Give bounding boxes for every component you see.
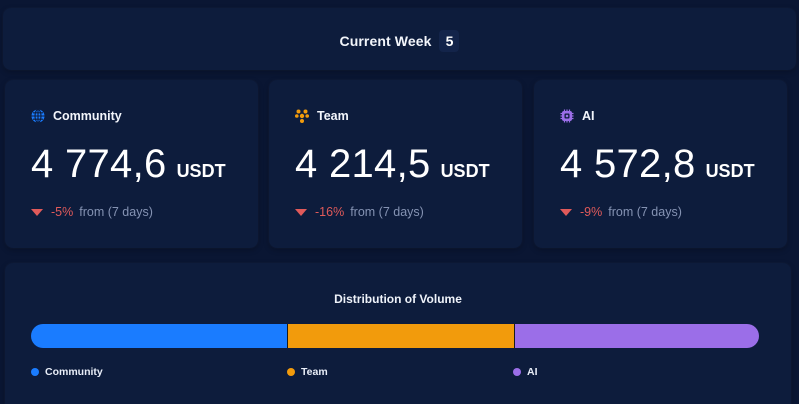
change-percent: -9% [580,205,603,219]
distribution-panel: Distribution of Volume Community Team AI [5,263,791,404]
legend-item-team: Team [287,366,328,378]
card-title: Team [317,109,349,123]
currency-unit: USDT [705,161,755,181]
card-value: 4 572,8 USDT [560,144,755,184]
change-period: from (7 days) [608,205,682,219]
trend-down-icon [560,208,572,216]
change-percent: -5% [51,205,74,219]
change-period: from (7 days) [79,205,153,219]
card-header: Community [31,108,122,124]
trend-down-icon [31,208,43,216]
card-value: 4 214,5 USDT [295,144,490,184]
chip-icon [560,109,574,123]
card-header: AI [560,109,595,123]
change-indicator: -5% from (7 days) [31,205,153,219]
change-indicator: -9% from (7 days) [560,205,682,219]
amount-value: 4 214,5 [295,142,431,186]
legend-dot-icon [513,368,521,376]
current-week-panel: Current Week 5 [3,8,796,70]
current-week-label: Current Week [339,33,432,49]
segment-community[interactable] [31,324,288,348]
change-period: from (7 days) [350,205,424,219]
legend-dot-icon [287,368,295,376]
amount-value: 4 572,8 [560,142,696,186]
community-card: Community 4 774,6 USDT -5% from (7 days) [5,80,258,248]
legend-label: AI [527,366,538,378]
team-card: Team 4 214,5 USDT -16% from (7 days) [269,80,522,248]
amount-value: 4 774,6 [31,142,167,186]
legend-label: Team [301,366,328,378]
trend-down-icon [295,208,307,216]
currency-unit: USDT [176,161,226,181]
change-percent: -16% [315,205,345,219]
card-title: AI [582,109,595,123]
ai-card: AI 4 572,8 USDT -9% from (7 days) [534,80,787,248]
currency-unit: USDT [440,161,490,181]
card-header: Team [295,109,349,123]
team-icon [295,109,309,123]
card-value: 4 774,6 USDT [31,144,226,184]
current-week-header: Current Week 5 [3,30,796,52]
distribution-bar [31,324,759,348]
distribution-title: Distribution of Volume [334,292,462,306]
globe-icon [31,108,45,124]
card-title: Community [53,109,122,123]
legend-item-community: Community [31,366,103,378]
legend-item-ai: AI [513,366,538,378]
legend-dot-icon [31,368,39,376]
segment-ai[interactable] [513,324,759,348]
legend-label: Community [45,366,103,378]
week-number-badge: 5 [439,30,460,52]
segment-team[interactable] [287,324,514,348]
change-indicator: -16% from (7 days) [295,205,424,219]
